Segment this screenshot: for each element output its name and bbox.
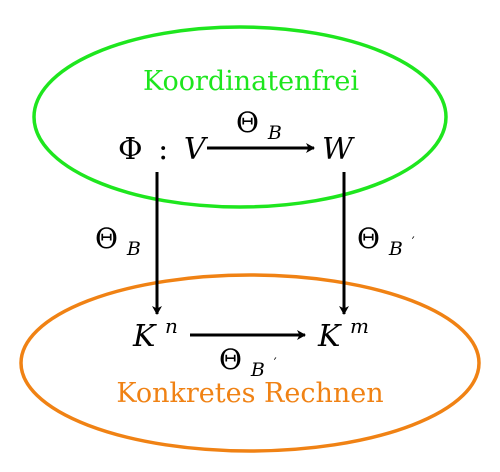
space-w: W — [322, 132, 355, 167]
theta-symbol: Θ — [357, 222, 380, 255]
prime-mark: ′ — [274, 356, 277, 371]
colon-symbol: : — [158, 132, 168, 167]
top-arrow-label: Θ B — [236, 106, 282, 144]
exponent-m: m — [350, 314, 369, 338]
node-k-m: K m — [317, 314, 369, 354]
coordinate-free-region — [32, 25, 448, 209]
theta-symbol: Θ — [95, 222, 118, 255]
right-arrow-label: Θ B ′ — [357, 222, 415, 262]
space-v: V — [184, 132, 209, 167]
node-phi-v: Φ : V — [118, 132, 209, 167]
field-k-n: K — [132, 319, 157, 354]
exponent-n: n — [165, 314, 178, 338]
basis-b-prime: B — [250, 359, 265, 381]
theta-symbol: Θ — [236, 106, 259, 139]
basis-b: B — [126, 238, 141, 260]
basis-b: B — [267, 122, 282, 144]
concrete-computation-region — [19, 273, 481, 453]
bottom-arrow-label: Θ B ′ — [219, 343, 277, 383]
prime-mark: ′ — [412, 235, 415, 250]
coordinate-free-caption: Koordinatenfrei — [143, 66, 359, 97]
left-arrow-label: Θ B — [95, 222, 141, 260]
node-w: W — [322, 132, 355, 167]
theta-symbol: Θ — [219, 343, 242, 376]
basis-b-prime: B — [388, 238, 403, 260]
field-k-m: K — [317, 319, 342, 354]
node-k-n: K n — [132, 314, 178, 354]
concrete-computation-caption: Konkretes Rechnen — [116, 378, 383, 409]
phi-symbol: Φ — [118, 132, 143, 167]
